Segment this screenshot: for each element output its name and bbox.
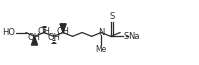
Polygon shape	[31, 36, 38, 45]
Text: OH: OH	[57, 27, 70, 36]
Text: S: S	[123, 32, 129, 41]
Text: S: S	[109, 12, 114, 21]
Text: OH: OH	[38, 27, 51, 36]
Text: Na: Na	[128, 32, 139, 41]
Text: OH: OH	[47, 33, 60, 42]
Text: Me: Me	[96, 45, 107, 54]
Text: HO: HO	[2, 28, 15, 37]
Text: OH: OH	[28, 33, 41, 42]
Text: N: N	[98, 28, 104, 37]
Polygon shape	[60, 24, 66, 32]
